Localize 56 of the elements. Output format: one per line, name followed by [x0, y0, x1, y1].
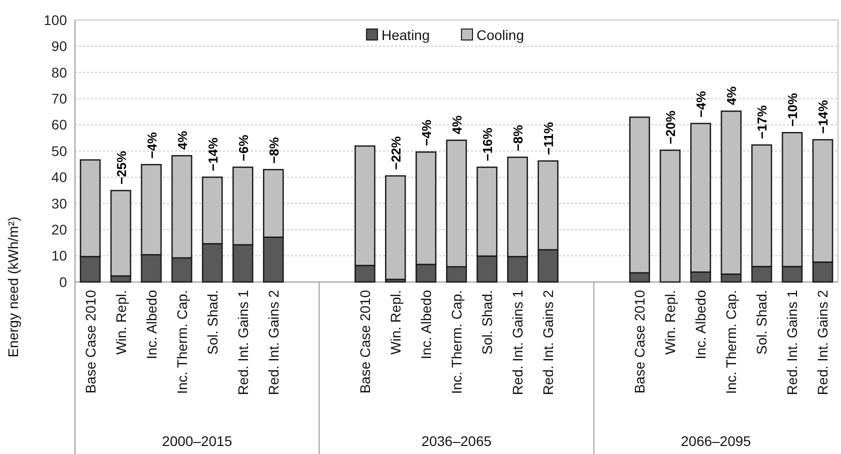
y-tick-label: 10	[51, 248, 68, 264]
x-tick-label: Inc. Therm. Cap.	[723, 290, 740, 394]
x-tick-label: Sol. Shad.	[479, 290, 496, 355]
annotation: −14%	[205, 137, 220, 172]
y-tick-label: 70	[51, 90, 68, 106]
annotation: −4%	[144, 132, 160, 159]
annotation: −4%	[418, 119, 434, 146]
x-tick-label: Red. Int. Gains 1	[784, 290, 800, 396]
text: 2036–2065	[421, 433, 492, 449]
x-tick-label: Red. Int. Gains 1	[234, 290, 251, 396]
x-tick-label: Base Case 2010	[82, 290, 98, 394]
x-tick-label: Inc. Albedo	[692, 290, 709, 360]
annotation: −17%	[754, 104, 770, 139]
y-tick-label: 100	[44, 12, 68, 28]
x-tick-label: Sol. Shad.	[754, 290, 770, 355]
x-tick-label: Red. Int. Gains 2	[814, 290, 831, 396]
annotation: −22%	[388, 136, 404, 170]
y-tick-label: 20	[51, 222, 68, 238]
annotation: −8%	[266, 136, 282, 164]
x-tick-label: Base Case 2010	[356, 290, 373, 394]
y-tick-label: 90	[51, 38, 68, 54]
y-tick-label: 50	[51, 142, 68, 159]
annotation: −6%	[236, 134, 251, 162]
y-tick-label: 80	[51, 64, 68, 80]
x-tick-label: Inc. Albedo	[418, 290, 434, 360]
x-tick-label: Inc. Albedo	[143, 290, 160, 360]
y-tick-label: 30	[51, 195, 68, 212]
annotation: −10%	[785, 92, 800, 127]
x-tick-label: Inc. Therm. Cap.	[448, 290, 464, 394]
text: 2000–2015	[162, 433, 232, 449]
x-tick-label: Red. Int. Gains 1	[510, 290, 526, 396]
annotation: −25%	[114, 150, 129, 185]
annotation: −16%	[480, 127, 496, 162]
y-tick-label: 0	[59, 274, 68, 290]
annotation: 4%	[724, 86, 740, 106]
annotation: −14%	[816, 100, 831, 134]
legend-label: Heating	[382, 26, 430, 43]
x-tick-label: Red. Int. Gains 2	[540, 290, 556, 396]
x-tick-label: Win. Repl.	[662, 290, 678, 355]
y-tick-label: 40	[51, 169, 68, 186]
x-tick-label: Win. Repl.	[112, 290, 129, 355]
annotation: 4%	[174, 130, 190, 150]
legend-label: Cooling	[476, 26, 524, 43]
x-tick-label: Inc. Therm. Cap.	[174, 290, 190, 394]
x-tick-label: Red. Int. Gains 2	[265, 290, 282, 396]
annotation: −20%	[663, 110, 678, 144]
annotation: −4%	[694, 90, 709, 118]
y-axis-title: Energy need (kWh/m²)	[5, 216, 21, 358]
annotation: −11%	[541, 122, 556, 155]
x-tick-label: Sol. Shad.	[204, 290, 220, 355]
annotation: 4%	[450, 115, 464, 134]
x-tick-label: Win. Repl.	[387, 290, 404, 355]
y-tick-label: 60	[51, 116, 68, 133]
x-tick-label: Base Case 2010	[632, 290, 648, 394]
text: 2066–2095	[680, 433, 752, 449]
annotation: −8%	[510, 124, 526, 152]
